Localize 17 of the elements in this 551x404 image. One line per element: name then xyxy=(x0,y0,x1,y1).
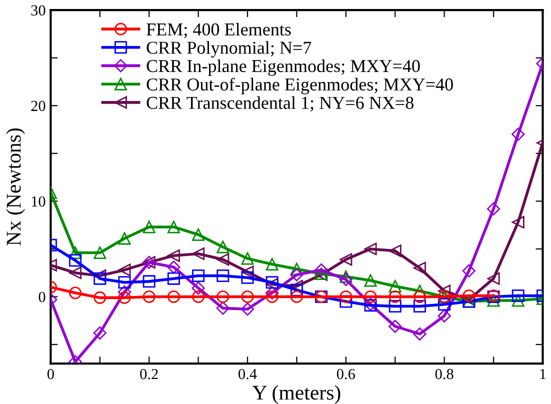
y-tick-label: 10 xyxy=(32,196,46,207)
x-axis-title: Y (meters) xyxy=(252,385,340,404)
legend-label: CRR Out-of-plane Eigenmodes; MXY=40 xyxy=(146,78,453,94)
y-tick-label: 0 xyxy=(38,292,46,302)
legend-label: FEM; 400 Elements xyxy=(146,22,291,38)
x-tick-label: 0.6 xyxy=(336,368,356,380)
legend-label: CRR Polynomial; N=7 xyxy=(146,41,312,58)
y-tick-label: 30 xyxy=(31,5,46,16)
y-axis-title: Nx (Newtons) xyxy=(6,128,25,246)
x-tick-label: 1 xyxy=(540,368,546,380)
legend-label: CRR Transcendental 1; NY=6 NX=8 xyxy=(146,96,414,112)
x-tick-label: 0.8 xyxy=(435,368,454,380)
x-tick-label: 0 xyxy=(47,368,54,380)
y-tick-label: 20 xyxy=(31,100,46,112)
x-tick-label: 0.2 xyxy=(140,368,158,380)
legend-label: CRR In-plane Eigenmodes; MXY=40 xyxy=(146,59,420,76)
x-tick-label: 0.4 xyxy=(238,368,257,380)
